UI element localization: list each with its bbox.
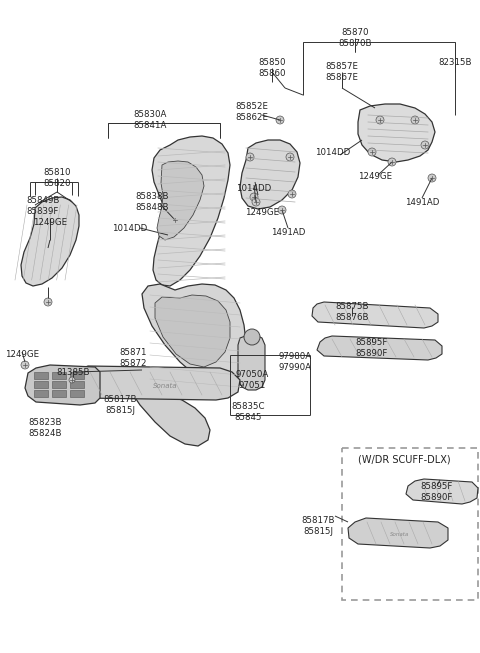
Polygon shape bbox=[238, 335, 265, 390]
Circle shape bbox=[428, 174, 436, 182]
Bar bbox=[70, 390, 84, 397]
Polygon shape bbox=[157, 161, 204, 240]
Circle shape bbox=[244, 329, 260, 345]
Polygon shape bbox=[155, 295, 230, 367]
Text: 85817B
85815J: 85817B 85815J bbox=[301, 516, 335, 536]
Bar bbox=[52, 390, 66, 397]
Text: 1014DD: 1014DD bbox=[236, 184, 272, 193]
Text: 1014DD: 1014DD bbox=[315, 148, 350, 157]
Circle shape bbox=[288, 190, 296, 198]
Polygon shape bbox=[128, 368, 210, 446]
Text: 1491AD: 1491AD bbox=[271, 228, 305, 237]
Circle shape bbox=[246, 153, 254, 161]
Polygon shape bbox=[406, 479, 478, 504]
Text: 85850
85860: 85850 85860 bbox=[258, 58, 286, 78]
Circle shape bbox=[368, 148, 376, 156]
Text: 85857E
85867E: 85857E 85867E bbox=[325, 62, 359, 82]
Text: 1249GE: 1249GE bbox=[5, 350, 39, 359]
Text: 85823B
85824B: 85823B 85824B bbox=[28, 418, 62, 438]
Circle shape bbox=[411, 116, 419, 124]
Text: 82315B: 82315B bbox=[438, 58, 472, 67]
Circle shape bbox=[171, 216, 179, 224]
Text: 85895F
85890F: 85895F 85890F bbox=[421, 482, 453, 502]
Text: 1491AD: 1491AD bbox=[405, 198, 439, 207]
Text: 97050A
97051: 97050A 97051 bbox=[235, 370, 269, 390]
Text: 1249GE: 1249GE bbox=[245, 208, 279, 217]
Text: 85830A
85841A: 85830A 85841A bbox=[133, 110, 167, 130]
Text: 1249GE: 1249GE bbox=[33, 218, 67, 227]
Circle shape bbox=[44, 298, 52, 306]
Circle shape bbox=[421, 141, 429, 149]
Text: 97980A
97990A: 97980A 97990A bbox=[278, 352, 312, 372]
Circle shape bbox=[276, 116, 284, 124]
Text: 1249GE: 1249GE bbox=[358, 172, 392, 181]
Bar bbox=[34, 372, 48, 379]
Polygon shape bbox=[358, 104, 435, 162]
Text: 85835C
85845: 85835C 85845 bbox=[231, 402, 265, 422]
Text: 85838B
85848B: 85838B 85848B bbox=[135, 192, 169, 212]
Circle shape bbox=[278, 206, 286, 214]
Text: 85875B
85876B: 85875B 85876B bbox=[335, 302, 369, 322]
Polygon shape bbox=[312, 302, 438, 328]
Circle shape bbox=[286, 153, 294, 161]
Circle shape bbox=[69, 377, 75, 383]
Bar bbox=[34, 390, 48, 397]
Bar bbox=[52, 372, 66, 379]
Text: 85817B
85815J: 85817B 85815J bbox=[103, 395, 137, 415]
Polygon shape bbox=[348, 518, 448, 548]
Polygon shape bbox=[240, 140, 300, 209]
Polygon shape bbox=[25, 365, 100, 405]
Polygon shape bbox=[152, 136, 230, 286]
Text: 1014DD: 1014DD bbox=[112, 224, 148, 233]
Bar bbox=[70, 381, 84, 388]
Text: 85810
85820: 85810 85820 bbox=[43, 168, 71, 188]
Text: Sonata: Sonata bbox=[390, 532, 409, 537]
Circle shape bbox=[376, 116, 384, 124]
Circle shape bbox=[21, 361, 29, 369]
Text: 85870
85870B: 85870 85870B bbox=[338, 28, 372, 48]
Polygon shape bbox=[142, 284, 246, 386]
Text: Sonata: Sonata bbox=[153, 383, 177, 389]
Text: 85852E
85862E: 85852E 85862E bbox=[236, 102, 268, 122]
Polygon shape bbox=[68, 366, 240, 400]
Bar bbox=[70, 372, 84, 379]
Circle shape bbox=[252, 198, 260, 206]
Circle shape bbox=[388, 158, 396, 166]
Text: 85895F
85890F: 85895F 85890F bbox=[356, 338, 388, 358]
Text: 85871
85872: 85871 85872 bbox=[119, 348, 147, 368]
Circle shape bbox=[250, 193, 258, 201]
Text: (W/DR SCUFF-DLX): (W/DR SCUFF-DLX) bbox=[358, 455, 451, 465]
Polygon shape bbox=[317, 336, 442, 360]
Polygon shape bbox=[21, 197, 79, 286]
Bar bbox=[52, 381, 66, 388]
Text: 85849B
85839F: 85849B 85839F bbox=[26, 196, 60, 216]
Bar bbox=[34, 381, 48, 388]
Text: 81385B: 81385B bbox=[56, 368, 90, 377]
